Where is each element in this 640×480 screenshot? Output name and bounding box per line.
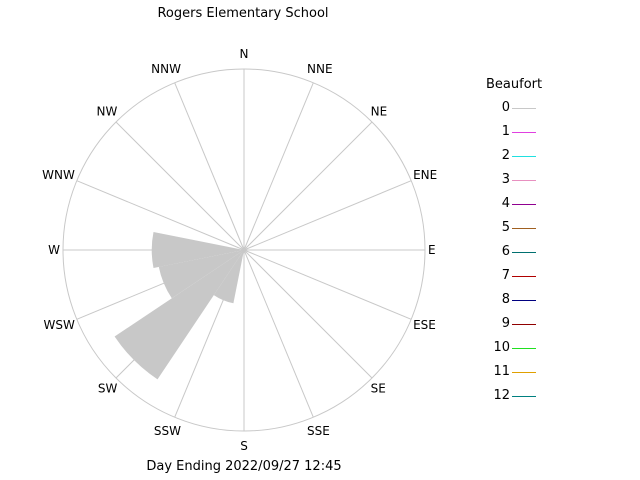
legend-swatch [512, 132, 536, 133]
legend-item-0: 0 [478, 100, 558, 124]
wind-sectors [114, 232, 244, 380]
legend-item-label: 8 [501, 292, 510, 307]
legend-item-11: 11 [478, 364, 558, 388]
legend-swatch [512, 228, 536, 229]
direction-label-se: SE [371, 382, 386, 396]
direction-label-nne: NNE [307, 62, 333, 76]
legend-item-6: 6 [478, 244, 558, 268]
legend-item-label: 2 [501, 148, 510, 163]
legend-swatch [512, 204, 536, 205]
legend-item-label: 1 [501, 124, 510, 139]
legend-swatch [512, 372, 536, 373]
legend-item-label: 12 [493, 388, 510, 403]
legend-swatch [512, 348, 536, 349]
legend-swatch [512, 108, 536, 109]
direction-label-ssw: SSW [154, 424, 181, 438]
chart-title: Rogers Elementary School [157, 6, 329, 21]
legend-item-label: 3 [501, 172, 510, 187]
legend-item-2: 2 [478, 148, 558, 172]
legend: 0 1 2 3 4 5 6 7 8 9 10 11 12 [478, 100, 558, 412]
legend-item-5: 5 [478, 220, 558, 244]
direction-label-s: S [240, 439, 248, 453]
direction-label-sw: SW [98, 382, 118, 396]
grid-spoke-ese [243, 249, 412, 320]
legend-swatch [512, 180, 536, 181]
grid-spoke-nw [115, 121, 245, 251]
legend-item-label: 5 [501, 220, 510, 235]
legend-swatch [512, 156, 536, 157]
legend-item-8: 8 [478, 292, 558, 316]
legend-item-label: 6 [501, 244, 510, 259]
legend-swatch [512, 324, 536, 325]
sector-ssw [213, 250, 244, 304]
direction-label-ne: NE [371, 104, 388, 118]
sector-w [151, 232, 244, 268]
sector-wsw [158, 250, 244, 299]
direction-label-wsw: WSW [44, 318, 75, 332]
grid-spoke-nnw [174, 82, 245, 251]
direction-label-ene: ENE [413, 168, 437, 182]
legend-item-4: 4 [478, 196, 558, 220]
grid-spoke-wnw [76, 180, 245, 251]
legend-item-label: 11 [493, 364, 510, 379]
direction-label-nnw: NNW [151, 62, 181, 76]
legend-item-10: 10 [478, 340, 558, 364]
grid-spoke-ne [243, 121, 373, 251]
legend-swatch [512, 276, 536, 277]
direction-label-sse: SSE [307, 424, 330, 438]
legend-item-1: 1 [478, 124, 558, 148]
grid-spoke-nne [243, 82, 314, 251]
legend-item-label: 7 [501, 268, 510, 283]
direction-labels: N NNE NE ENE E ESE SE SSE S SSW SW WSW W WNW NW NNW [42, 47, 437, 453]
chart-footer: Day Ending 2022/09/27 12:45 [146, 459, 342, 474]
legend-swatch [512, 300, 536, 301]
legend-item-3: 3 [478, 172, 558, 196]
legend-item-label: 9 [501, 316, 510, 331]
direction-label-w: W [48, 243, 60, 257]
direction-label-e: E [428, 243, 436, 257]
legend-title: Beaufort [486, 77, 543, 92]
direction-label-ese: ESE [413, 318, 436, 332]
direction-label-n: N [240, 47, 249, 61]
legend-item-label: 4 [501, 196, 510, 211]
legend-swatch [512, 396, 536, 397]
grid-spoke-ene [243, 180, 412, 251]
direction-label-nw: NW [97, 104, 118, 118]
direction-label-wnw: WNW [42, 168, 75, 182]
legend-item-label: 10 [493, 340, 510, 355]
grid-spoke-sse [243, 249, 314, 418]
legend-item-label: 0 [501, 100, 510, 115]
legend-item-9: 9 [478, 316, 558, 340]
legend-item-7: 7 [478, 268, 558, 292]
legend-swatch [512, 252, 536, 253]
grid-spoke-se [243, 249, 373, 379]
sector-sw [114, 250, 244, 380]
legend-item-12: 12 [478, 388, 558, 412]
